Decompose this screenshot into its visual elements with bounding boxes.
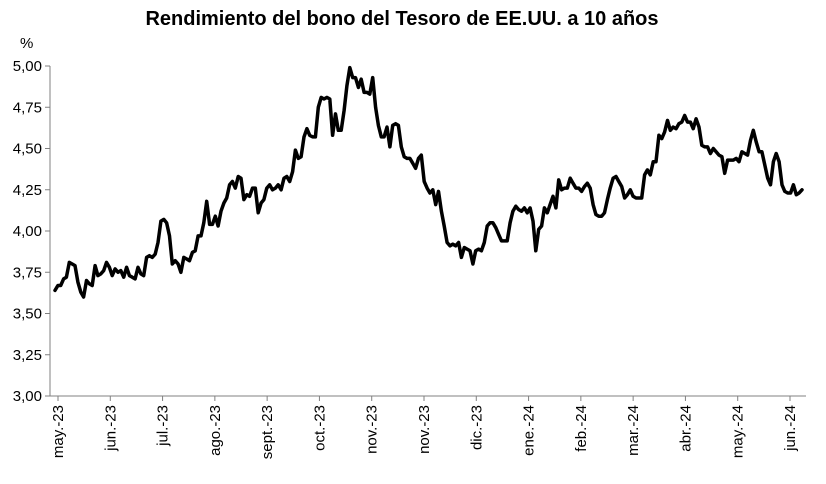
- x-tick-label: may.-23: [50, 405, 67, 458]
- series-group: [53, 65, 804, 299]
- x-tick-label: sept.-23: [259, 405, 276, 459]
- x-tick-label: abr.-24: [677, 405, 694, 452]
- x-tick-label: ago.-23: [207, 405, 224, 456]
- y-tick-label: 4,00: [13, 223, 42, 240]
- x-tick-label: jun.-24: [782, 405, 799, 452]
- y-tick-label: 3,75: [13, 264, 42, 281]
- x-tick-label: jul.-23: [155, 405, 172, 447]
- x-tick-label: jun.-23: [102, 405, 119, 452]
- x-tick-label: oct.-23: [311, 405, 328, 451]
- x-tick-label: nov.-23: [364, 405, 381, 454]
- y-tick-label: 3,50: [13, 306, 42, 323]
- x-tick-label: ene.-24: [521, 405, 538, 456]
- y-tick-label: 4,25: [13, 182, 42, 199]
- yield-series-line: [53, 65, 804, 299]
- y-tick-label: 5,00: [13, 58, 42, 75]
- y-tick-label: 3,25: [13, 347, 42, 364]
- axes: [49, 66, 806, 397]
- chart-title: Rendimiento del bono del Tesoro de EE.UU…: [145, 8, 658, 30]
- y-tick-label: 4,50: [13, 141, 42, 158]
- x-tick-label: dic.-23: [468, 405, 485, 450]
- x-axis-ticks: may.-23 jun.-23 jul.-23 ago.-23 sept.-23 oct.…: [50, 396, 799, 459]
- y-tick-label: 3,00: [13, 388, 42, 405]
- x-tick-label: feb.-24: [573, 405, 590, 452]
- x-tick-label: nov.-23: [416, 405, 433, 454]
- x-tick-label: mar.-24: [625, 405, 642, 456]
- x-tick-label: may.-24: [730, 405, 747, 458]
- y-tick-label: 4,75: [13, 99, 42, 116]
- y-axis-unit-label: %: [20, 35, 33, 52]
- y-axis-ticks: 3,00 3,25 3,50 3,75 4,00 4,25 4,50 4,75 5,00: [13, 58, 50, 405]
